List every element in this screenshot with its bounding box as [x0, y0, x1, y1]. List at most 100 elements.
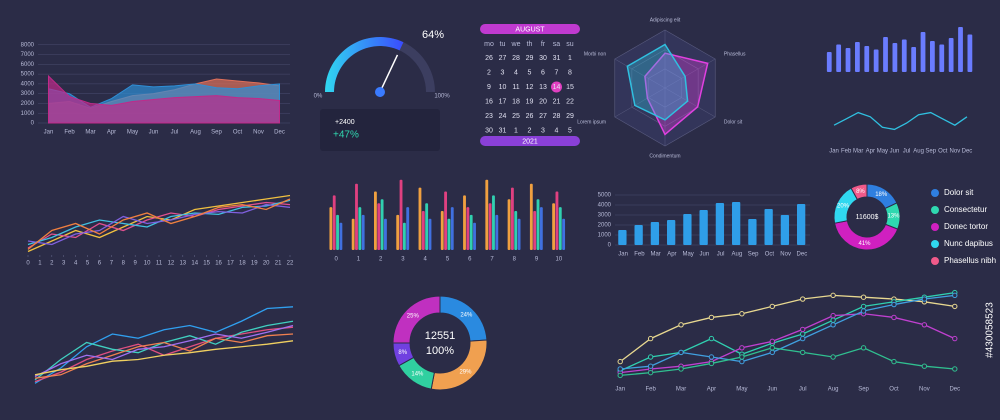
bar: [421, 211, 425, 250]
x-tick-label: Dec: [962, 149, 973, 155]
bar: [450, 207, 454, 250]
bar: [911, 47, 917, 72]
legend-label: Nunc dapibus: [944, 239, 993, 248]
point: [708, 354, 715, 360]
annotation: +2400: [335, 119, 355, 126]
calendar-day: 31: [553, 55, 561, 62]
bar: [514, 211, 518, 250]
bar: [488, 203, 492, 250]
x-tick-label: 8: [513, 257, 517, 263]
point: [647, 335, 654, 342]
bar: [892, 43, 898, 72]
bar: [377, 203, 381, 250]
bar: [336, 214, 339, 250]
x-tick-label: Jul: [799, 387, 807, 393]
point: [830, 292, 836, 299]
bar: [384, 218, 387, 250]
point: [830, 312, 836, 319]
x-tick-label: Aug: [913, 149, 924, 155]
weekday: mo: [484, 41, 494, 48]
y-tick-label: 3000: [598, 213, 612, 219]
calendar-day: 11: [512, 84, 519, 91]
x-tick-label: 18: [239, 261, 246, 267]
gauge-value-label: 64%: [422, 29, 444, 41]
point: [830, 322, 836, 328]
x-tick-label: Mar: [650, 252, 660, 258]
value-label: 29%: [459, 369, 472, 375]
x-tick-label: 5: [446, 257, 450, 263]
point: [769, 349, 775, 356]
x-tick-label: Mar: [853, 149, 863, 155]
x-tick-label: Aug: [732, 252, 743, 258]
line: [34, 324, 294, 378]
y-tick-label: 2000: [598, 223, 612, 229]
calendar-day: 2: [487, 69, 491, 76]
point: [860, 345, 867, 351]
value-label: 24%: [460, 313, 473, 319]
calendar-day: 6: [541, 69, 545, 76]
bar: [466, 207, 470, 250]
x-tick-label: Nov: [780, 252, 791, 258]
line: [27, 198, 291, 250]
y-tick-label: 0: [31, 121, 35, 127]
x-tick-label: 13: [179, 261, 186, 267]
line: [34, 340, 294, 376]
bar: [440, 211, 444, 250]
bar: [780, 215, 790, 245]
legend-swatch: [931, 257, 939, 265]
x-tick-label: May: [736, 387, 747, 393]
value-label: 20%: [837, 203, 850, 209]
bar: [558, 207, 562, 250]
y-tick-label: 5000: [21, 72, 35, 78]
value-label: 8%: [856, 189, 865, 195]
weekday: su: [566, 41, 574, 48]
bar: [634, 225, 643, 245]
calendar-day: 30: [539, 55, 547, 62]
gauge-needle: [379, 54, 399, 93]
x-tick-label: 6: [98, 261, 102, 267]
calendar-footer: [480, 136, 580, 146]
bar: [797, 204, 806, 245]
x-tick-label: 15: [203, 261, 210, 267]
legend-swatch: [931, 206, 939, 214]
bar: [473, 222, 476, 250]
line: [620, 313, 956, 374]
bar: [873, 49, 879, 72]
radar-axis: [614, 58, 666, 89]
bar: [920, 32, 926, 72]
radar-label: Adipiscing elit: [650, 17, 681, 23]
bar: [864, 46, 870, 72]
radar-series: [626, 43, 689, 121]
point: [952, 366, 958, 372]
bar: [495, 214, 499, 250]
x-tick-label: Aug: [828, 387, 839, 393]
x-tick-label: Oct: [938, 149, 948, 155]
point: [921, 296, 928, 302]
x-tick-label: 1: [38, 261, 42, 267]
weekday: sa: [553, 41, 561, 48]
bar: [425, 203, 429, 250]
donut-segment: [850, 183, 868, 201]
calendar-day: 19: [526, 98, 534, 105]
calendar-day: 29: [526, 55, 534, 62]
x-tick-label: Jun: [767, 387, 777, 393]
center-sublabel: 100%: [426, 345, 454, 357]
x-tick-label: 3: [401, 257, 405, 263]
calendar-day: 4: [555, 127, 559, 134]
point: [769, 345, 775, 351]
y-tick-label: 8000: [21, 42, 35, 48]
bar: [539, 207, 543, 250]
point: [800, 296, 806, 302]
y-tick-label: 4000: [21, 81, 35, 87]
calendar-day: 8: [568, 69, 572, 76]
calendar-day: 1: [514, 127, 518, 134]
point: [921, 322, 928, 328]
gauge-value: [325, 36, 404, 92]
x-tick-label: Jun: [890, 149, 900, 155]
calendar-day: 4: [514, 69, 518, 76]
bar: [492, 195, 495, 250]
x-tick-label: 8: [122, 261, 126, 267]
bar: [826, 52, 832, 72]
x-tick-label: Apr: [667, 252, 676, 258]
bar: [555, 191, 559, 250]
